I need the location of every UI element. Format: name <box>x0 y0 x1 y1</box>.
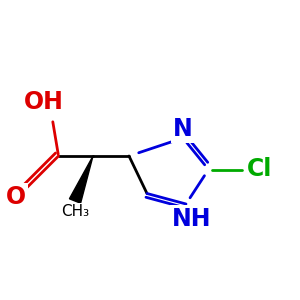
Text: Cl: Cl <box>247 158 272 182</box>
Text: NH: NH <box>172 207 212 231</box>
Text: N: N <box>172 117 192 141</box>
Polygon shape <box>69 156 93 203</box>
Text: CH₃: CH₃ <box>61 204 89 219</box>
Text: OH: OH <box>24 90 63 114</box>
Text: O: O <box>5 184 26 208</box>
